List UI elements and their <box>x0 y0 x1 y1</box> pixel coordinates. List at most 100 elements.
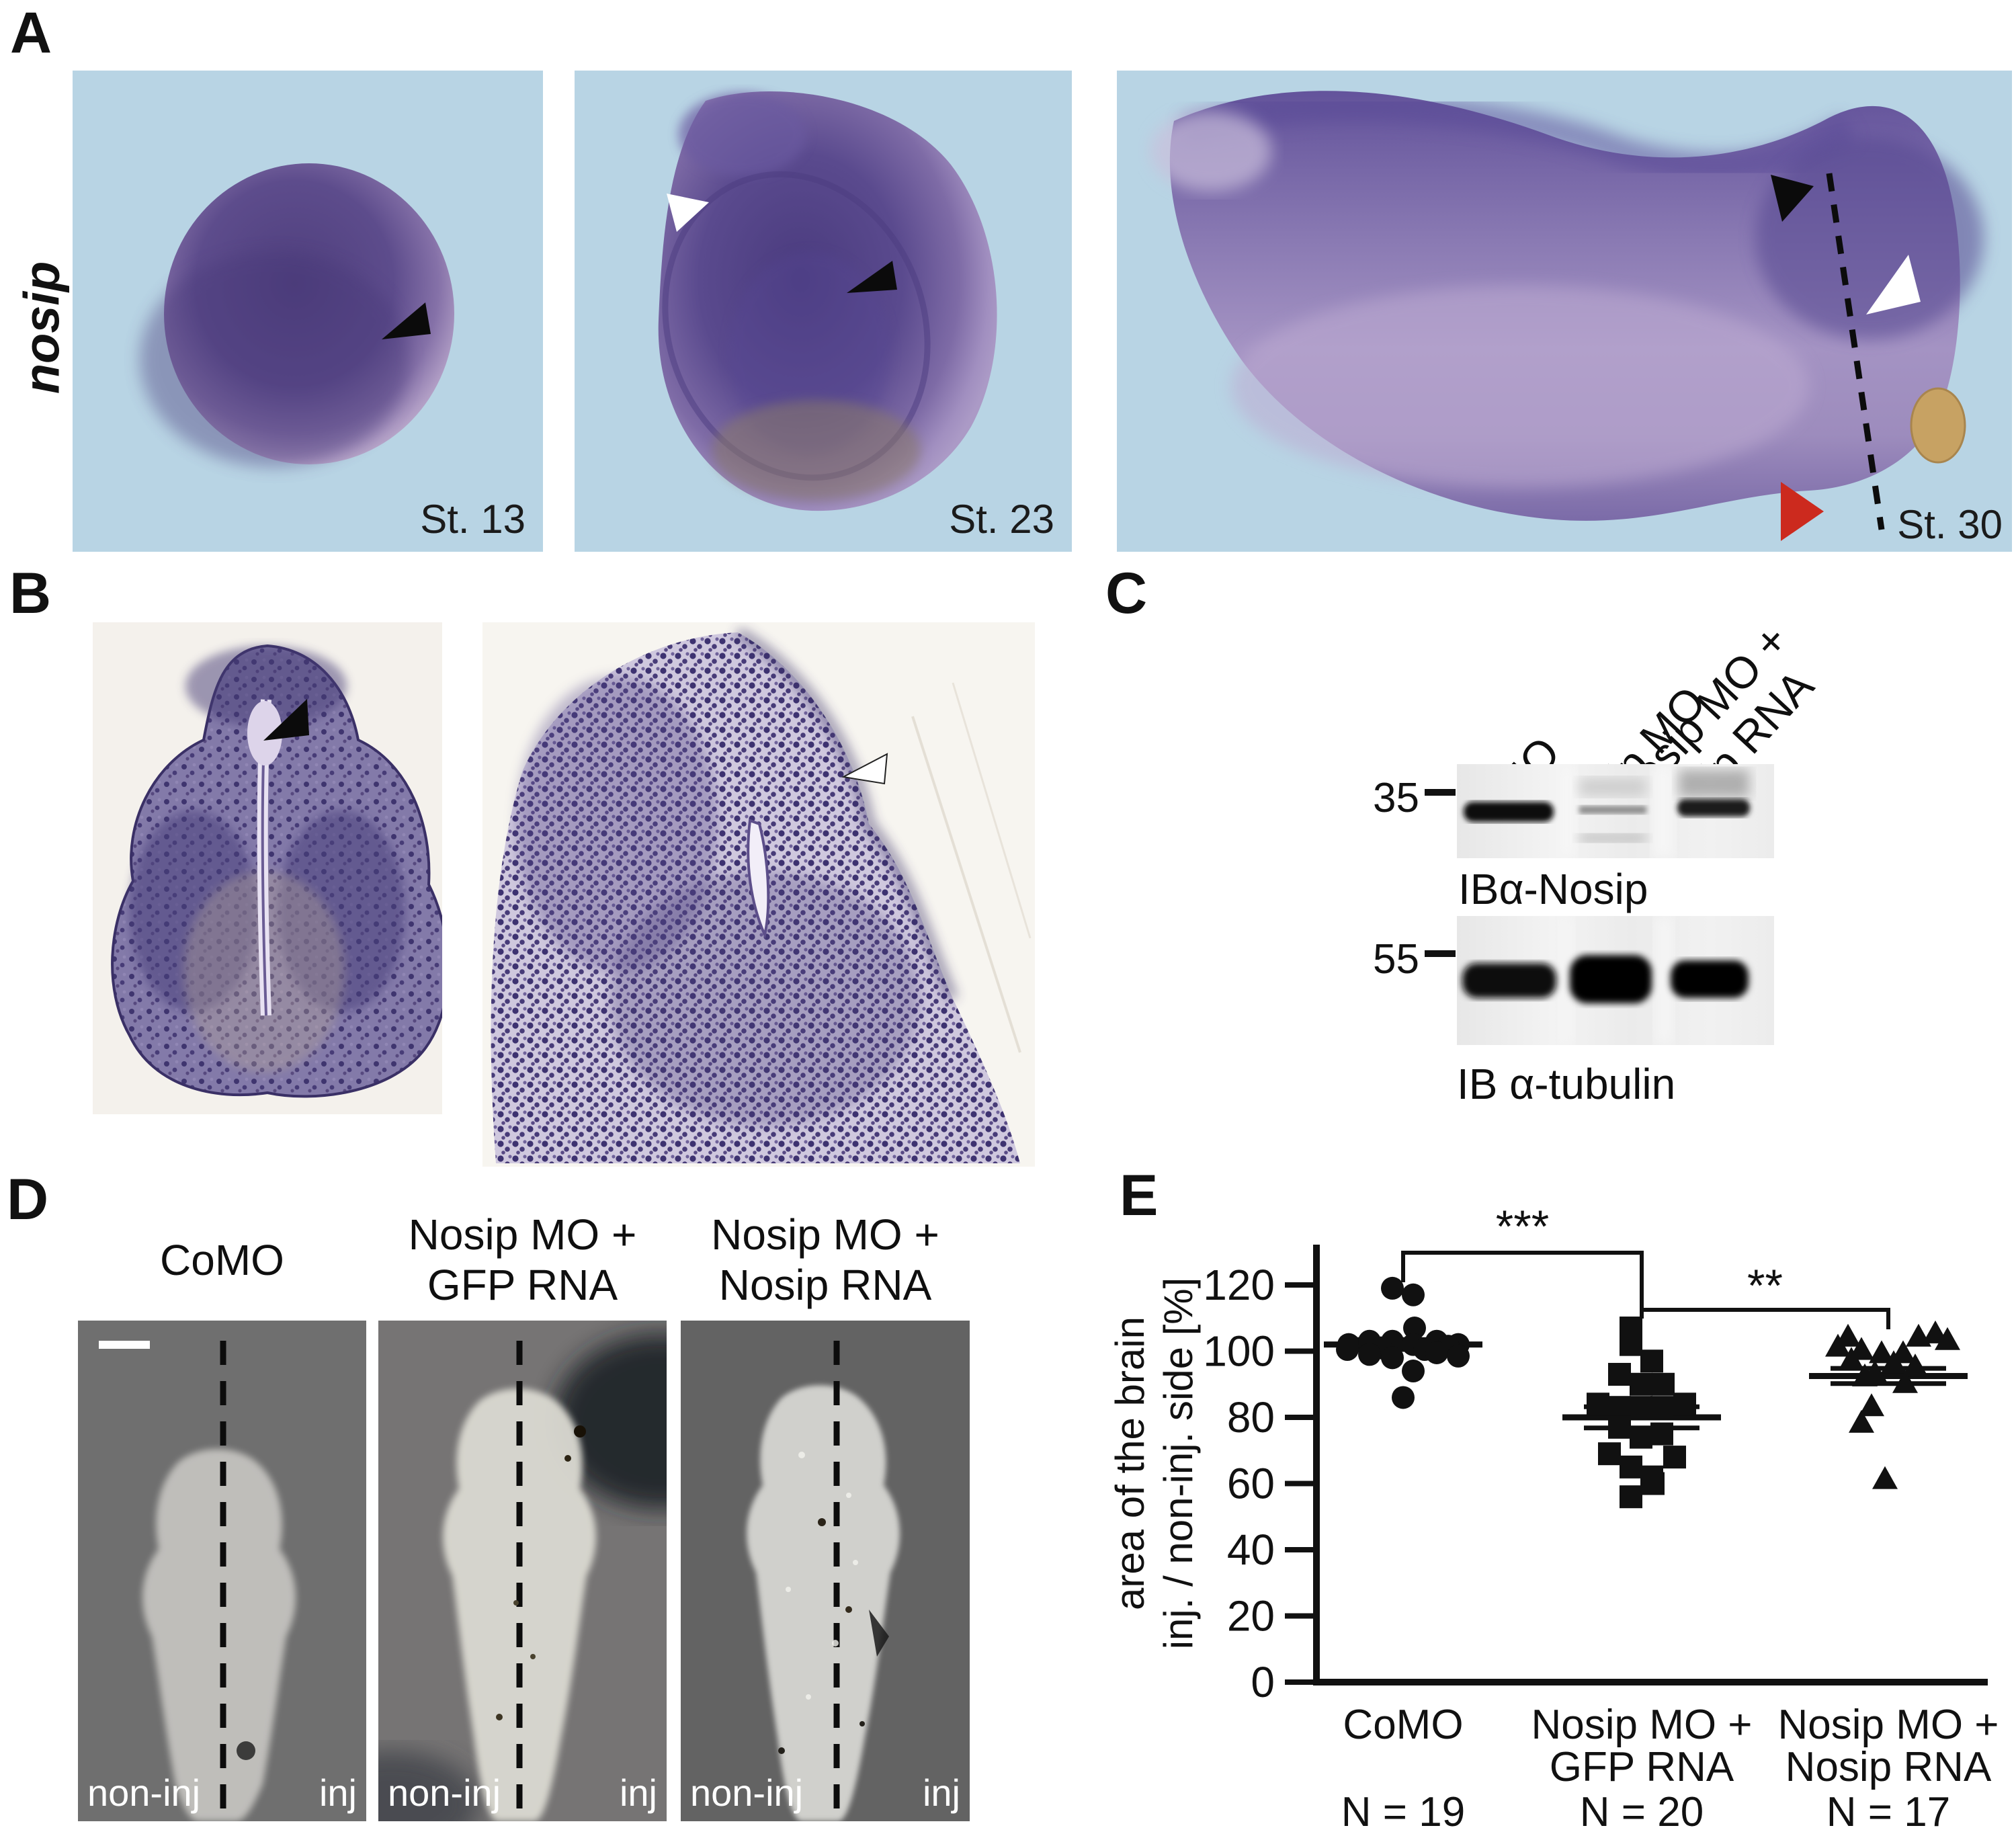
significance-bracket <box>1401 1251 1644 1319</box>
x-group-label-line1: Nosip MO + <box>1531 1702 1752 1748</box>
data-point-square <box>1620 1455 1642 1479</box>
data-point-square <box>1663 1446 1686 1469</box>
blot-label-tubulin: IB α-tubulin <box>1457 1060 1676 1108</box>
data-point-circle <box>1336 1338 1359 1362</box>
y-tick-label: 20 <box>1227 1592 1275 1640</box>
embryo-st30-illustration <box>1150 91 1984 541</box>
side-label-inj: inj <box>619 1772 657 1814</box>
panel-b-section-overview <box>93 622 442 1114</box>
band-lane3-medium <box>1677 799 1750 817</box>
embryo-st13-illustration <box>140 163 454 467</box>
data-point-square <box>1630 1372 1652 1396</box>
panel-d-letter: D <box>7 1167 49 1232</box>
data-point-square <box>1650 1396 1673 1419</box>
y-tick-label: 60 <box>1227 1460 1275 1508</box>
condition-line2: Nosip RNA <box>718 1261 932 1309</box>
panel-b-section-magnified <box>482 622 1035 1167</box>
dorsal-view-nosip-rescue: non-inj inj <box>681 1321 970 1821</box>
panel-c-letter: C <box>1105 561 1148 626</box>
data-point-circle <box>1402 1360 1425 1383</box>
panel-a-letter: A <box>10 1 52 65</box>
band-lane3 <box>1671 960 1749 998</box>
data-point-square <box>1620 1333 1642 1356</box>
panel-e-letter: E <box>1120 1163 1159 1228</box>
data-point-circle <box>1447 1344 1470 1368</box>
cement-gland <box>1910 387 1966 464</box>
mw-marker-35: 35 <box>1373 775 1419 821</box>
data-point-triangle <box>1825 1333 1851 1357</box>
blot-bands-nosip <box>1464 764 1750 858</box>
red-arrowhead-icon <box>1781 482 1824 541</box>
stage-label-st30: St. 30 <box>1897 502 2003 547</box>
data-point-square <box>1608 1362 1631 1386</box>
data-point-square <box>1673 1392 1696 1416</box>
blot-label-nosip: IBα-Nosip <box>1458 865 1648 913</box>
data-point-square <box>1620 1485 1642 1509</box>
section-plane-dashed-line <box>1826 173 1885 530</box>
western-blot-tubulin <box>1457 916 1774 1045</box>
dorsal-view-gfp-rescue: non-inj inj <box>378 1321 667 1821</box>
data-point-square <box>1608 1415 1631 1439</box>
black-arrowhead-icon <box>263 699 309 741</box>
y-axis-label-line2: inj. / non-inj. side [%] <box>1156 1278 1201 1650</box>
y-tick-label: 120 <box>1203 1261 1275 1309</box>
data-point-triangle <box>1849 1409 1874 1433</box>
n-count-label: N = 17 <box>1826 1789 1950 1832</box>
mw-marker-55: 55 <box>1373 936 1419 983</box>
panel-a-image-st30: St. 30 <box>1117 71 2012 552</box>
side-label-noninj: non-inj <box>87 1772 201 1814</box>
condition-line1: Nosip MO + <box>408 1210 637 1259</box>
band-lane1-strong <box>1464 802 1554 822</box>
data-point-triangle <box>1869 1340 1894 1364</box>
data-point-circle <box>1381 1346 1404 1370</box>
data-point-square <box>1630 1396 1652 1419</box>
data-point-circle <box>1381 1276 1404 1300</box>
condition-line2: GFP RNA <box>427 1261 618 1309</box>
data-point-square <box>1640 1349 1663 1373</box>
significance-stars: *** <box>1496 1201 1549 1252</box>
embryo-dorsal-gfp <box>378 1321 667 1821</box>
data-point-triangle <box>1902 1354 1928 1377</box>
black-arrowhead-icon <box>1771 175 1814 222</box>
side-label-noninj: non-inj <box>388 1772 501 1814</box>
white-arrowhead-icon <box>667 194 709 232</box>
condition-label-como: CoMO <box>160 1236 284 1284</box>
data-point-triangle <box>1892 1370 1918 1393</box>
panel-a-image-st23: St. 23 <box>575 71 1072 552</box>
condition-label-nosip-rescue: Nosip MO + Nosip RNA <box>681 1210 970 1310</box>
data-point-triangle <box>1859 1393 1884 1417</box>
mw-dash-icon <box>1425 789 1456 796</box>
western-blot-nosip <box>1457 764 1774 858</box>
dorsal-view-como: non-inj inj <box>78 1321 366 1821</box>
data-point-square <box>1598 1442 1621 1466</box>
data-point-triangle <box>1872 1466 1898 1489</box>
data-point-square <box>1630 1425 1652 1449</box>
blot-bands-tubulin <box>1462 916 1749 1045</box>
stage-label-st13: St. 13 <box>420 497 526 542</box>
significance-stars: ** <box>1747 1260 1783 1311</box>
neural-tube-section-illustration <box>111 644 442 1098</box>
y-tick-label: 40 <box>1227 1526 1275 1574</box>
neural-tube-magnified-illustration <box>491 628 1032 1163</box>
significance-bracket <box>1642 1308 1890 1329</box>
brain-area-chart: 0 20 40 60 80 100 120 area of the brain inj. / n… <box>1109 1201 1999 1832</box>
y-axis-label-line1: area of the brain <box>1109 1317 1152 1610</box>
embryo-st23-illustration <box>658 91 997 511</box>
condition-line1: Nosip MO + <box>711 1210 939 1259</box>
white-arrowhead-icon <box>1866 255 1921 315</box>
data-point-triangle <box>1935 1327 1960 1350</box>
white-arrowhead-icon <box>841 753 888 785</box>
embryo-dorsal-nosip <box>681 1321 970 1821</box>
data-point-square <box>1650 1422 1673 1446</box>
data-point-square <box>1587 1392 1609 1416</box>
x-group-label-line1: CoMO <box>1343 1702 1463 1748</box>
y-tick-label: 100 <box>1203 1327 1275 1376</box>
black-arrowhead-icon <box>847 261 897 293</box>
panel-b-letter: B <box>9 561 52 626</box>
data-point-square <box>1652 1372 1675 1396</box>
side-label-noninj: non-inj <box>690 1772 804 1814</box>
data-point-triangle <box>1881 1350 1906 1374</box>
stage-label-st23: St. 23 <box>949 497 1054 542</box>
data-point-circle <box>1402 1283 1425 1306</box>
